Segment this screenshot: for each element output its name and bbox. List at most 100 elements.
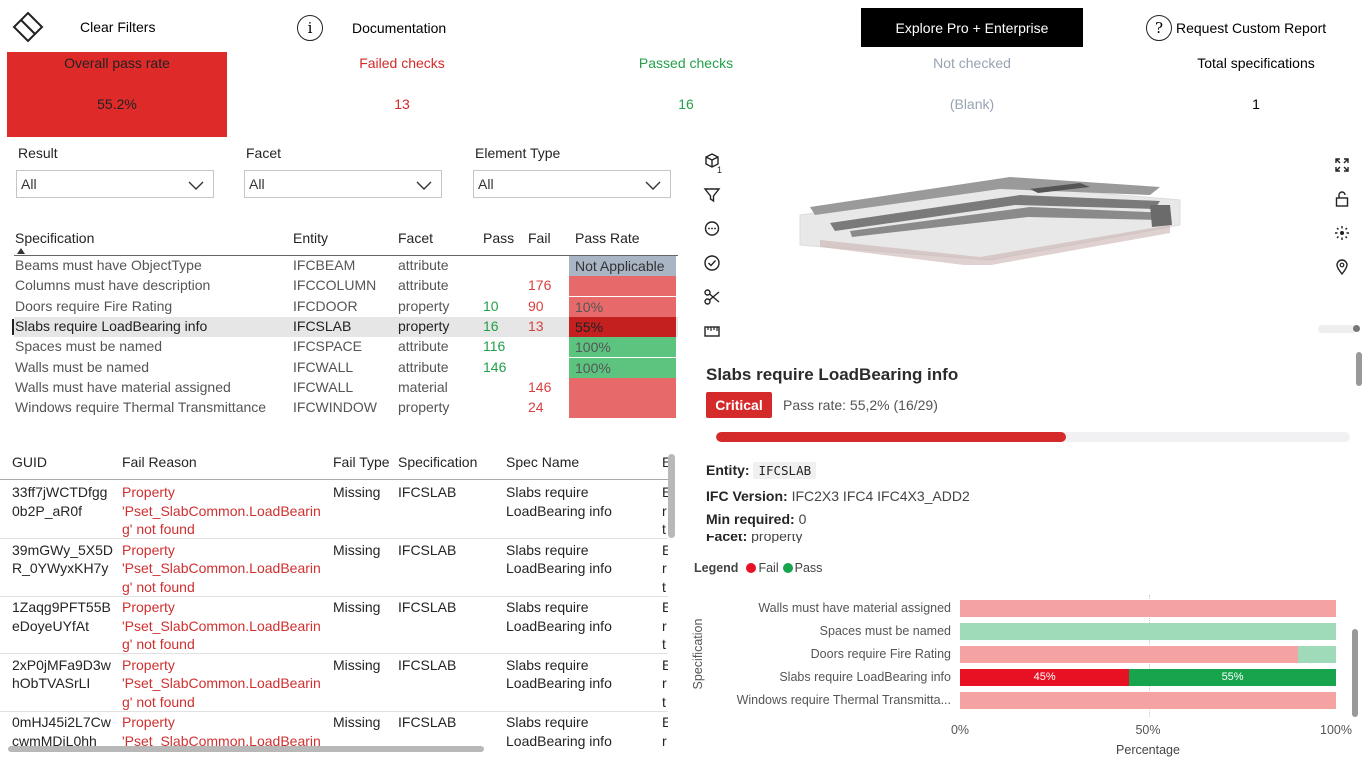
location-button[interactable] (1333, 258, 1351, 276)
kpi-failed-checks: Failed checks 13 (290, 52, 514, 137)
detail-title: Slabs require LoadBearing info (706, 365, 959, 384)
kpi-value: 55.2% (97, 96, 137, 112)
entity-cell: IFCDOOR (293, 297, 358, 314)
header-fail-reason[interactable]: Fail Reason (122, 454, 197, 470)
fail-type-cell: Missing (333, 714, 381, 731)
explore-pro-button[interactable]: Explore Pro + Enterprise (861, 8, 1083, 47)
vertical-scrollbar[interactable] (668, 454, 675, 538)
fail-bar[interactable] (960, 669, 1130, 686)
fail-bar[interactable] (960, 692, 1336, 709)
spec-table-row[interactable]: Walls must have material assigned IFCWALL… (14, 377, 678, 398)
viewer-scroll-handle[interactable] (1318, 325, 1356, 333)
fullscreen-button[interactable] (1333, 156, 1351, 174)
pass-rate-cell: 55% (569, 316, 676, 337)
spec-table-row[interactable]: 10% Doors require Fire Rating IFCDOOR prope… (14, 296, 678, 317)
facet-cell: attribute (398, 257, 449, 273)
fail-bar[interactable] (960, 646, 1299, 663)
header-spec-name[interactable]: Spec Name (506, 454, 580, 470)
facet-line-clipped: Facet: property (706, 534, 1106, 543)
facet-cell: attribute (398, 358, 449, 375)
chart-category-label: Walls must have material assigned (758, 601, 951, 615)
horizontal-scrollbar[interactable] (8, 746, 484, 752)
comments-button[interactable] (703, 220, 721, 238)
header-fail[interactable]: Fail (528, 230, 551, 246)
lock-button[interactable] (1333, 190, 1351, 208)
detail-panel: Slabs require LoadBearing info (690, 352, 1366, 542)
chart-scrollbar[interactable] (1352, 629, 1358, 717)
ifc-viewer[interactable] (690, 145, 1366, 350)
legend-fail-label[interactable]: Fail (758, 561, 779, 575)
specification-cell: IFCSLAB (398, 484, 457, 500)
pass-cell: 10 (483, 297, 499, 314)
header-pass-rate[interactable]: Pass Rate (575, 230, 640, 246)
spec-table-row[interactable]: 55% Slabs require LoadBearing info IFCSLAB… (12, 316, 678, 337)
failed-element-row[interactable]: 33ff7jWCTDfgg 0b2P_aR0f Property 'Pset_Slab… (0, 481, 668, 539)
ifc-version-label: IFC Version: (706, 488, 788, 504)
spec-name-cell: Slabs require LoadBearing info (506, 541, 612, 578)
fail-reason-line: Property (122, 541, 175, 558)
facet-cell: property (398, 317, 450, 334)
spec-table-row[interactable]: Windows require Thermal Transmittance IFC… (14, 398, 678, 419)
entity-cell: IFCWALL (293, 378, 354, 395)
header-facet[interactable]: Facet (398, 230, 434, 246)
legend-title: Legend (694, 561, 739, 575)
guid-line: 0mHJ45i2L7Cw (12, 714, 111, 731)
guid-line: 0b2P_aR0f (12, 502, 83, 519)
failed-element-row[interactable]: 2xP0jMFa9D3w hObTVASrLI Property 'Pset_Slab… (0, 654, 668, 712)
measure-button[interactable] (703, 322, 721, 340)
ifc-version-line: IFC Version: IFC2X3 IFC4 IFC4X3_ADD2 (706, 488, 970, 504)
fail-bar[interactable] (960, 600, 1336, 617)
section-cut-button[interactable] (703, 288, 721, 306)
spec-table-row[interactable]: 100% Walls must be named IFCWALL attribute 1… (14, 357, 678, 378)
pass-bar[interactable] (1129, 669, 1336, 686)
facet-cell: material (398, 378, 448, 395)
header-specification[interactable]: Specification (398, 454, 478, 470)
fail-reason-line: Property (122, 484, 175, 500)
check-circle-icon (704, 255, 720, 271)
element-type-slicer[interactable]: All (473, 170, 671, 198)
failed-element-row[interactable]: 39mGWy_5X5D R_0YWyxKH7y Property 'Pset_Slab… (0, 539, 668, 597)
filter-icon (703, 188, 721, 203)
spec-name-line: Slabs require (506, 656, 589, 673)
header-fail-type[interactable]: Fail Type (333, 454, 390, 470)
header-extra[interactable]: E (662, 454, 672, 470)
pass-bar[interactable] (1298, 646, 1336, 663)
spec-table-row[interactable]: Not Applicable Beams must have ObjectType… (14, 256, 678, 276)
checks-button[interactable] (703, 254, 721, 272)
focus-button[interactable] (1333, 224, 1351, 242)
spec-table-row[interactable]: 100% Spaces must be named IFCSPACE attribut… (14, 337, 678, 358)
fail-type-cell: Missing (333, 484, 381, 500)
pass-bar[interactable] (960, 623, 1336, 640)
fail-reason-cell: Property 'Pset_SlabCommon.LoadBearin g' no… (122, 541, 321, 597)
cube-icon (705, 153, 719, 168)
model-tree-button[interactable] (703, 152, 721, 170)
kpi-label: Not checked (933, 55, 1011, 71)
viewer-scroll-dot[interactable] (1353, 325, 1360, 332)
building-model[interactable] (790, 165, 1190, 265)
spec-name-line: LoadBearing info (506, 560, 612, 577)
result-slicer[interactable]: All (16, 170, 214, 198)
header-pass[interactable]: Pass (483, 230, 515, 246)
clear-filters-label: Clear Filters (80, 19, 156, 35)
request-report-button[interactable]: ? Request Custom Report (1146, 15, 1326, 41)
spec-table-row[interactable]: Columns must have description IFCCOLUMN at… (14, 276, 678, 297)
kpi-passed-checks: Passed checks 16 (574, 52, 798, 137)
clear-filters-button[interactable]: Clear Filters (12, 11, 155, 43)
documentation-button[interactable]: i Documentation (297, 15, 446, 41)
fail-type-cell: Missing (333, 541, 381, 558)
fail-reason-line: 'Pset_SlabCommon.LoadBearin (122, 617, 321, 634)
filter-button[interactable] (703, 186, 721, 204)
failed-element-row[interactable]: 0mHJ45i2L7Cw cwmMDjL0hh Property 'Pset_Slab… (0, 711, 668, 752)
entity-value: IFCSLAB (753, 462, 817, 479)
spec-name-cell: Walls must have material assigned (15, 378, 231, 395)
legend-pass-label[interactable]: Pass (794, 561, 823, 575)
guid-cell: 0mHJ45i2L7Cw cwmMDjL0hh (12, 713, 111, 750)
spec-name-line: LoadBearing info (506, 502, 612, 519)
header-entity[interactable]: Entity (293, 230, 329, 246)
header-specification[interactable]: Specification (15, 230, 95, 246)
slicer-value: All (478, 176, 494, 192)
header-guid[interactable]: GUID (12, 454, 47, 470)
facet-slicer[interactable]: All (244, 170, 442, 198)
failed-element-row[interactable]: 1Zaqg9PFT55B eDoyeUYfAt Property 'Pset_Slab… (0, 596, 668, 655)
detail-panel-scrollbar[interactable] (1356, 352, 1362, 386)
